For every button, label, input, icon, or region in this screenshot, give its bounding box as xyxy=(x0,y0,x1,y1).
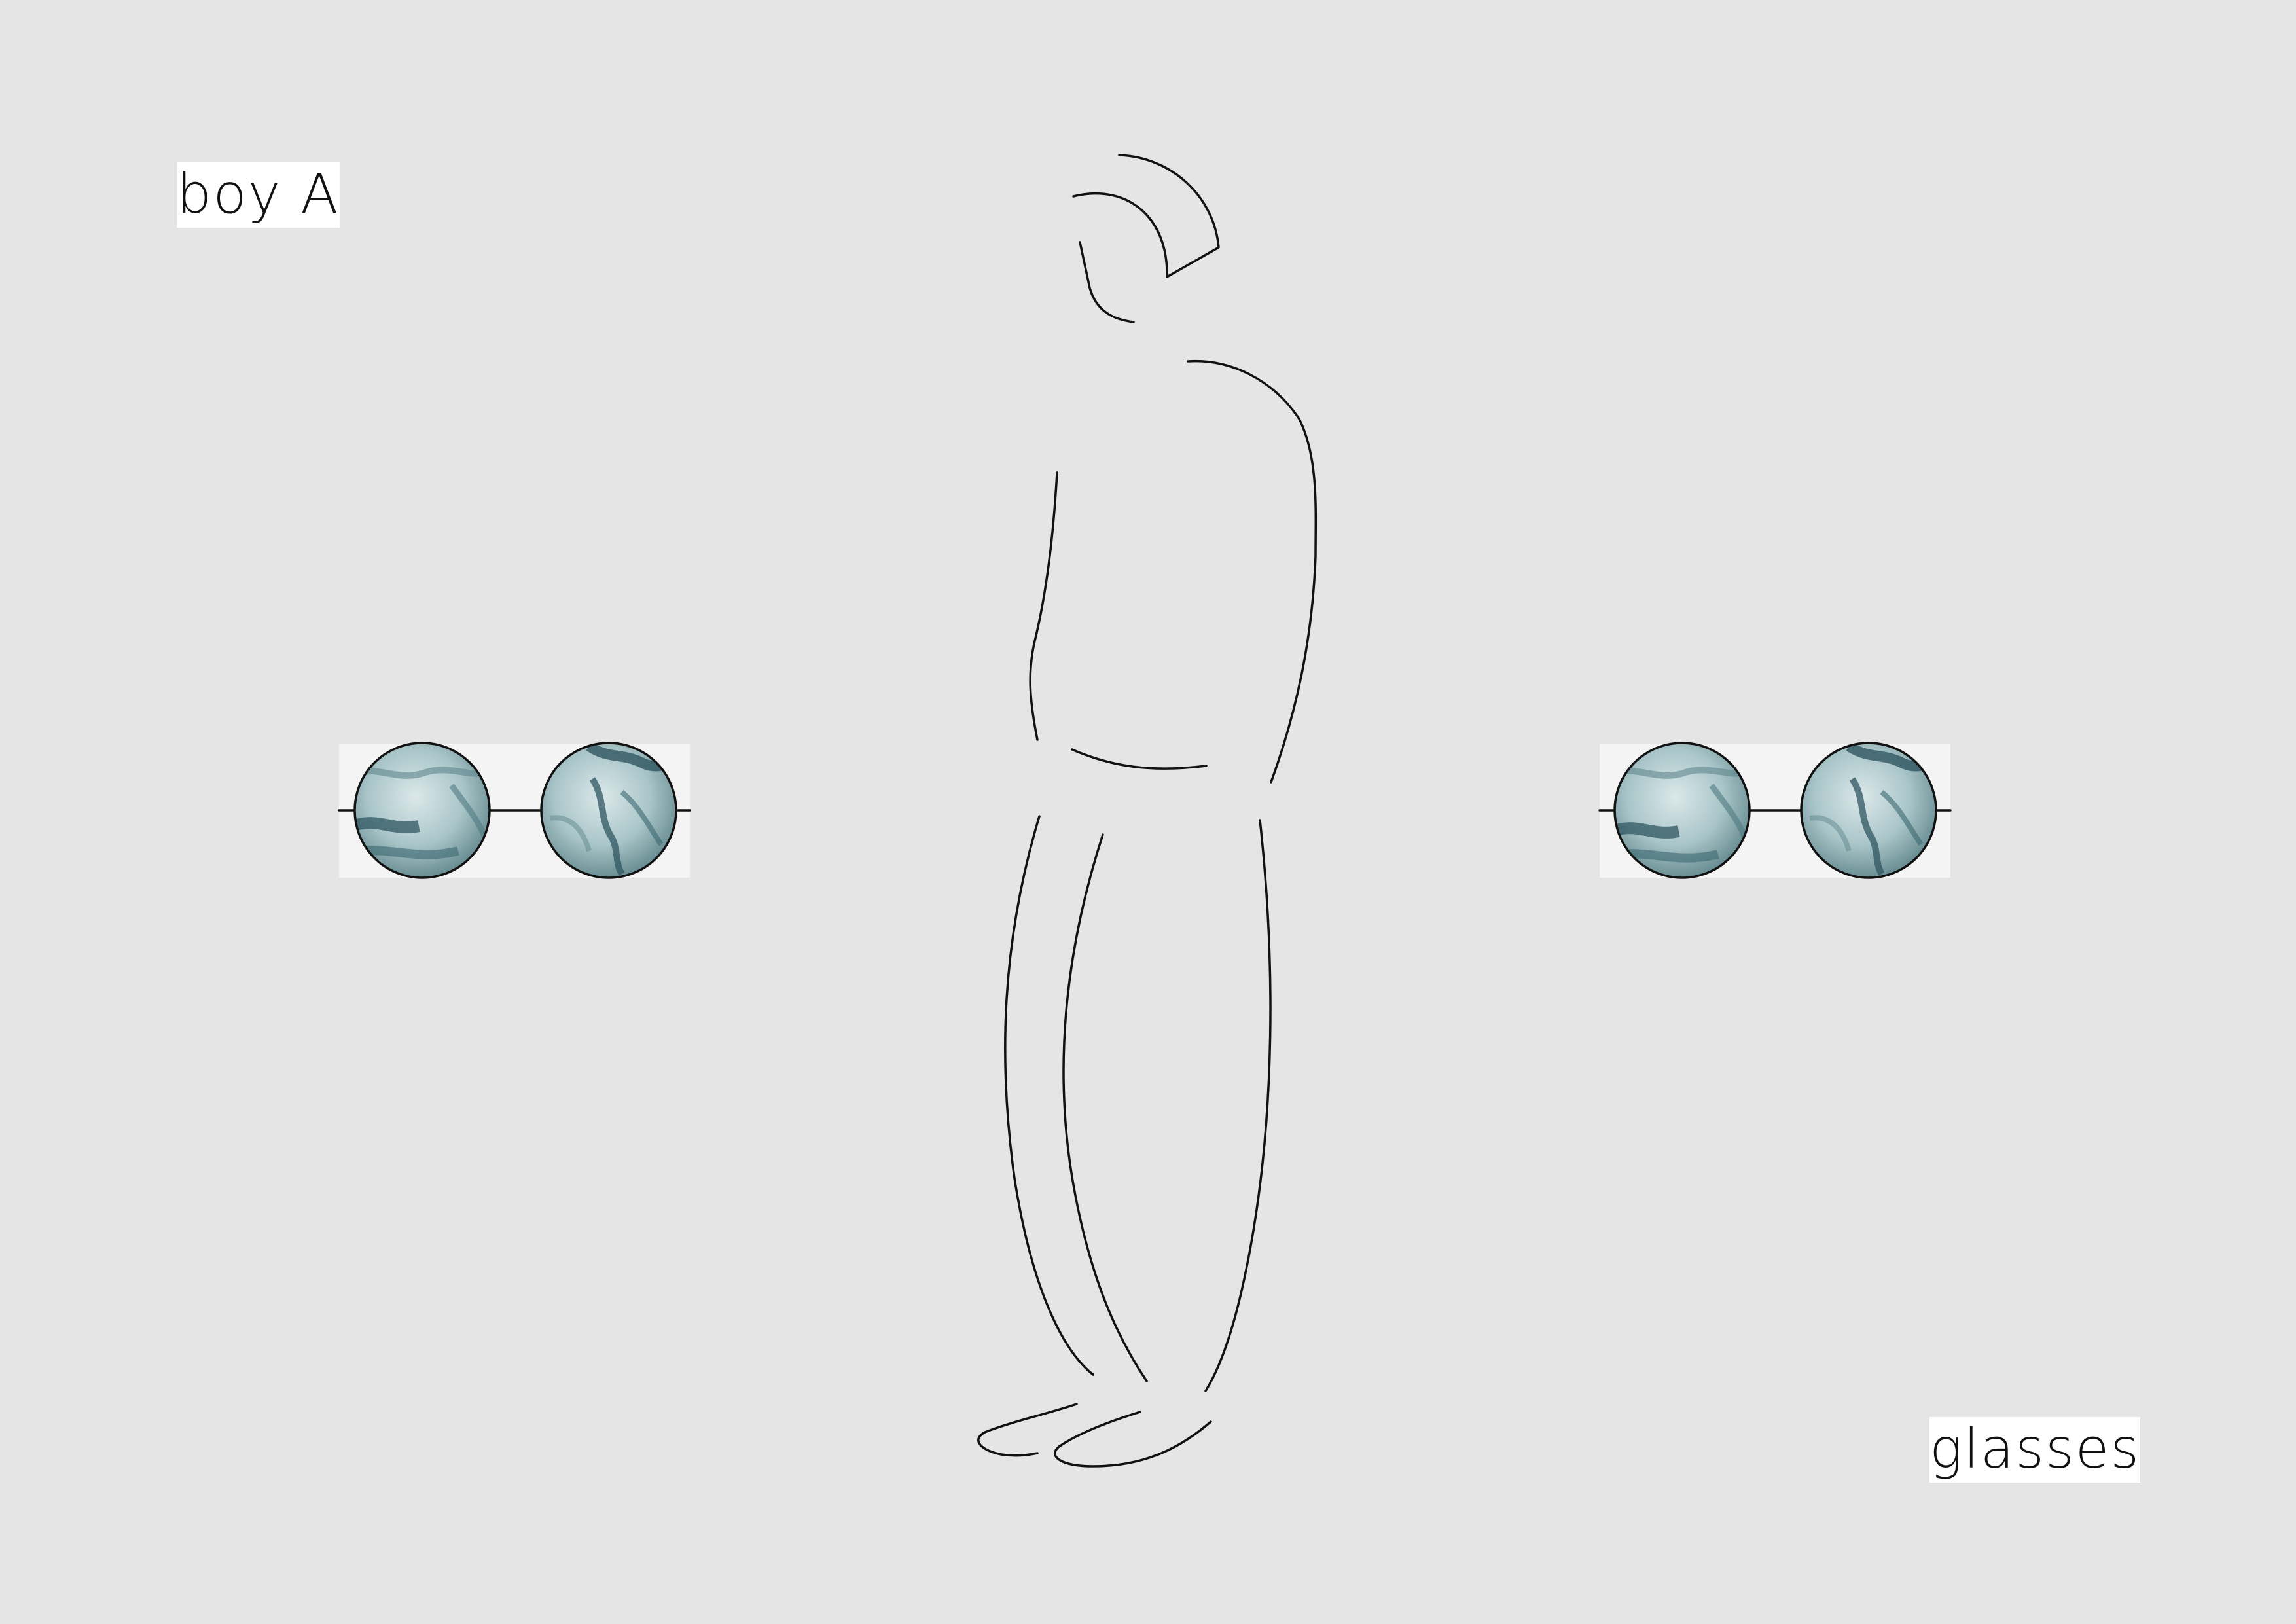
back-shoulder xyxy=(1187,359,1318,784)
glasses-left xyxy=(338,742,691,879)
glasses-right xyxy=(1598,742,1952,879)
glasses-right-rim-left xyxy=(1613,742,1751,879)
front-leg-inner xyxy=(1062,833,1148,1382)
glasses-right-lens-left xyxy=(1615,743,1749,878)
glasses-left-lens-left xyxy=(355,743,490,878)
standing-figure xyxy=(977,154,1318,1468)
cap-brim xyxy=(1118,154,1220,278)
glasses-left-rim-left xyxy=(353,742,491,879)
glasses-right-rim-right xyxy=(1800,742,1937,879)
head-back xyxy=(1072,192,1168,278)
back-foot xyxy=(1054,1411,1212,1468)
glasses-left-lens-right xyxy=(541,743,676,878)
title-label: boy A xyxy=(177,162,340,228)
face-profile xyxy=(1079,241,1135,323)
front-leg-outer xyxy=(1003,815,1094,1376)
back-leg xyxy=(1204,819,1272,1392)
arm-hem xyxy=(1071,748,1208,770)
front-foot xyxy=(977,1403,1078,1457)
front-torso xyxy=(1029,471,1058,741)
glasses-left-rim-right xyxy=(540,742,677,879)
caption-label: glasses xyxy=(1929,1417,2141,1483)
